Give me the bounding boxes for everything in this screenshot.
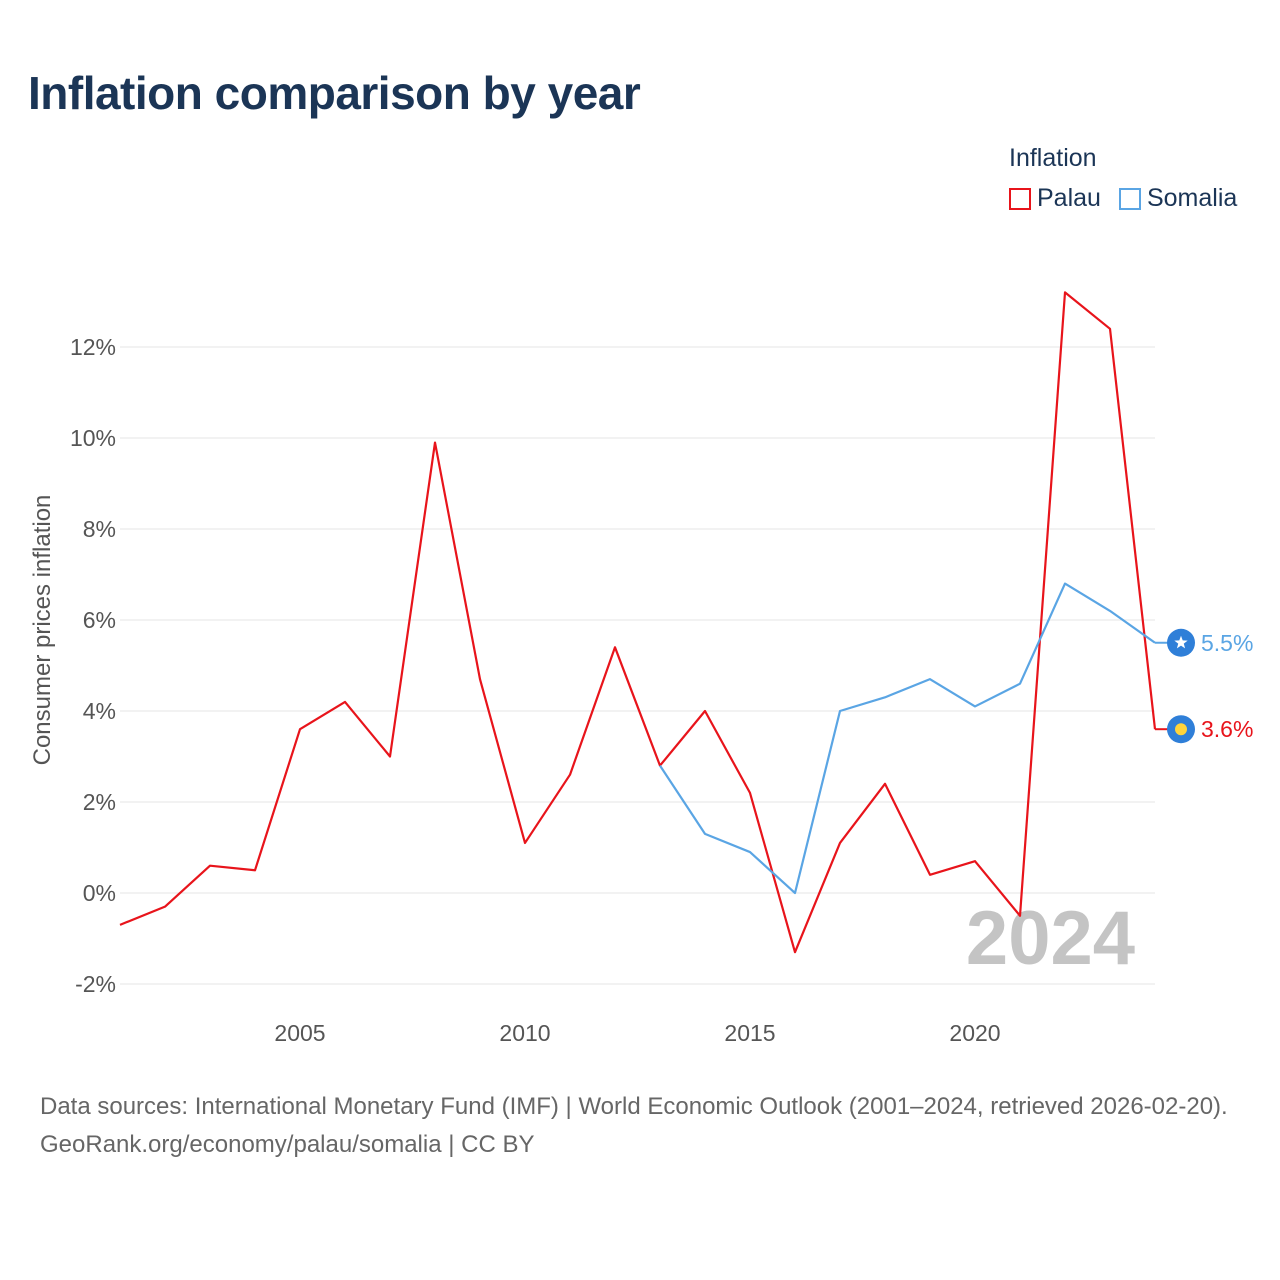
x-tick-label: 2015: [724, 1020, 775, 1046]
legend: Palau Somalia: [1009, 184, 1237, 213]
y-tick-label: 2%: [83, 789, 116, 815]
y-tick-label: 4%: [83, 698, 116, 724]
legend-item-palau[interactable]: Palau: [1009, 184, 1101, 213]
data-sources: Data sources: International Monetary Fun…: [40, 1093, 1228, 1120]
legend-swatch-somalia: [1118, 187, 1141, 210]
x-tick-label: 2005: [274, 1020, 325, 1046]
legend-swatch-palau: [1009, 187, 1031, 210]
x-tick-label: 2020: [949, 1020, 1000, 1046]
legend-label-palau: Palau: [1037, 184, 1101, 212]
chart-title: Inflation comparison by year: [28, 67, 641, 119]
palau-flag-icon: [1175, 723, 1187, 736]
somalia-flag-icon: [1174, 635, 1188, 649]
y-tick-label: 0%: [83, 880, 116, 906]
credit-line: GeoRank.org/economy/palau/somalia | CC B…: [40, 1131, 535, 1158]
y-tick-label: 10%: [70, 425, 116, 451]
end-label-somalia: 5.5%: [1201, 630, 1253, 656]
end-label-palau: 3.6%: [1201, 716, 1253, 742]
y-tick-label: -2%: [75, 971, 116, 997]
x-tick-label: 2010: [499, 1020, 550, 1046]
y-tick-label: 8%: [83, 516, 116, 542]
legend-label-somalia: Somalia: [1146, 184, 1238, 212]
series-line-palau[interactable]: [119, 291, 1157, 954]
y-axis-title: Consumer prices inflation: [29, 495, 56, 766]
line-chart: -2% 0% 2% 4% 6% 8% 10% 12% 2005 2010 2015 2020 Consu…: [29, 291, 1253, 1046]
year-annotation: 2024: [966, 896, 1135, 981]
y-tick-label: 12%: [70, 334, 116, 360]
series-line-somalia[interactable]: [659, 582, 1156, 895]
y-tick-label: 6%: [83, 607, 116, 633]
footer: Data sources: International Monetary Fun…: [40, 1088, 1250, 1164]
legend-title: Inflation: [1009, 144, 1097, 172]
legend-item-somalia[interactable]: Somalia: [1118, 184, 1238, 213]
